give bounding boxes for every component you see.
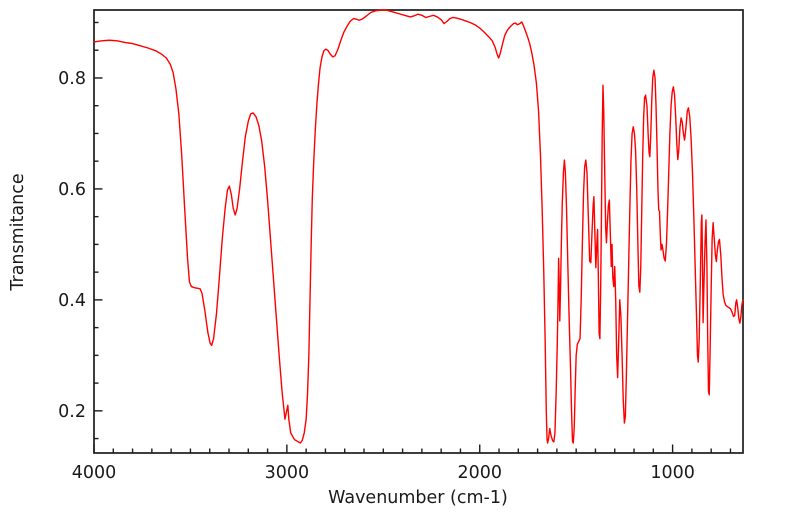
y-tick-label: 0.8 (58, 69, 86, 89)
plot-frame (93, 9, 744, 454)
x-axis-label: Wavenumber (cm-1) (328, 488, 508, 508)
y-tick-label: 0.6 (58, 180, 86, 200)
spectrum-line (93, 9, 744, 444)
y-tick-label: 0.2 (58, 402, 86, 422)
x-tick-label: 2000 (457, 463, 502, 483)
x-tick-label: 1000 (650, 463, 695, 483)
x-tick-label: 4000 (72, 463, 117, 483)
x-tick-label: 3000 (265, 463, 310, 483)
y-axis-label: Transmitance (8, 173, 28, 291)
y-tick-label: 0.4 (58, 291, 86, 311)
